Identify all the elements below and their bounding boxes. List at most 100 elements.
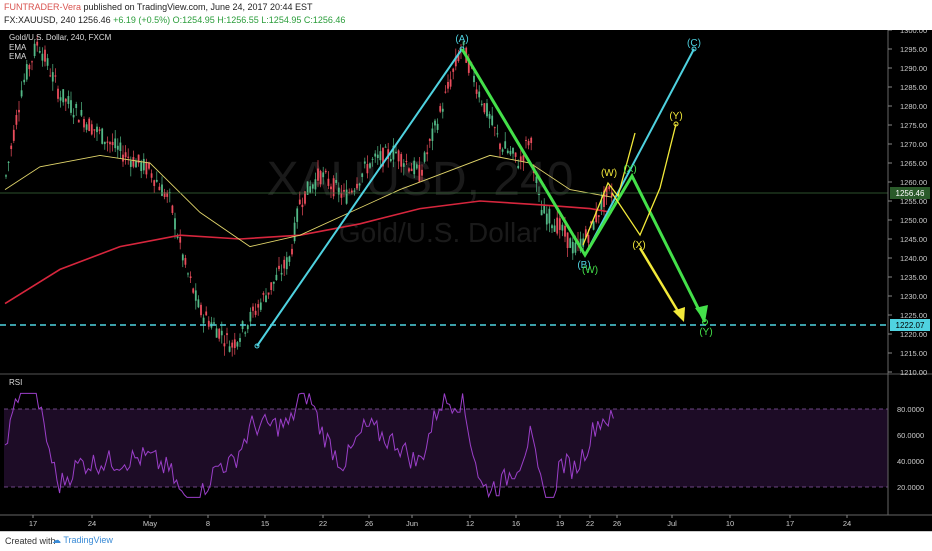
- wave-label-b[interactable]: (B): [577, 260, 590, 271]
- time-tick-label: May: [143, 519, 157, 528]
- high-value: H:1256.55: [217, 15, 259, 25]
- last-price: 1256.46: [78, 15, 111, 25]
- wave-cyan-c[interactable]: [584, 48, 695, 256]
- time-tick-label: 15: [261, 519, 269, 528]
- arrow-head-green: [695, 305, 708, 322]
- ema-slow-line: [4, 200, 613, 305]
- publish-info: published on TradingView.com, June 24, 2…: [83, 2, 313, 12]
- watermark-name: Gold/U.S. Dollar: [339, 217, 541, 248]
- price-tick-label: 1295.00: [900, 45, 927, 54]
- anchor-point[interactable]: [691, 46, 697, 52]
- price-tick-label: 1225.00: [900, 311, 927, 320]
- price-tick-label: 1265.00: [900, 159, 927, 168]
- time-tick-label: 26: [613, 519, 621, 528]
- last-price-tag-text: 1256.46: [896, 189, 925, 198]
- support-price-tag: [890, 319, 930, 331]
- wave-label-y-green[interactable]: (Y): [699, 327, 712, 338]
- legend-ema-1[interactable]: EMA: [9, 43, 27, 52]
- cyan-waves[interactable]: [256, 48, 695, 347]
- publish-line: FUNTRADER-Vera published on TradingView.…: [4, 2, 313, 12]
- tradingview-logo-text: TradingView: [63, 535, 113, 545]
- rsi-tick-label: 40.0000: [897, 457, 924, 466]
- anchor-point[interactable]: [254, 343, 260, 349]
- anchor-point[interactable]: [702, 319, 708, 325]
- price-tick-label: 1290.00: [900, 64, 927, 73]
- legend-instrument[interactable]: Gold/U.S. Dollar, 240, FXCM: [9, 33, 112, 42]
- green-waves[interactable]: [460, 48, 707, 323]
- created-with-text: Created with: [5, 536, 56, 546]
- legend-rsi[interactable]: RSI: [9, 378, 23, 387]
- price-tick-label: 1260.00: [900, 178, 927, 187]
- time-tick-label: 16: [512, 519, 520, 528]
- rsi-tick-label: 60.0000: [897, 431, 924, 440]
- time-tick-label: 8: [206, 519, 210, 528]
- low-value: L:1254.95: [261, 15, 302, 25]
- price-tick-label: 1285.00: [900, 83, 927, 92]
- quote-line: FX:XAUUSD, 240 1256.46 +6.19 (+0.5%) O:1…: [4, 15, 345, 25]
- time-axis[interactable]: 17 24 May 8 15 22 26 Jun 12 16 19 22 26 Jul 10 17 24: [29, 515, 851, 528]
- time-tick-label: 19: [556, 519, 564, 528]
- rsi-tick-label: 20.0000: [897, 483, 924, 492]
- price-tick-label: 1220.00: [900, 330, 927, 339]
- price-change: +6.19 (+0.5%): [113, 15, 171, 25]
- wave-yellow-arrow[interactable]: [638, 247, 684, 319]
- rsi-tick-label: 80.0000: [897, 405, 924, 414]
- time-tick-label: 22: [319, 519, 327, 528]
- ema-fast-line: [4, 154, 613, 248]
- wave-label-a[interactable]: (A): [455, 34, 468, 45]
- time-tick-label: Jun: [406, 519, 418, 528]
- last-price-tag: [890, 187, 930, 199]
- tradingview-logo[interactable]: ☁ TradingView: [52, 535, 113, 546]
- price-tick-label: 1245.00: [900, 235, 927, 244]
- yellow-arrow[interactable]: [638, 247, 684, 319]
- wave-label-y-yellow[interactable]: (Y): [669, 111, 682, 122]
- legend-ema-2[interactable]: EMA: [9, 52, 27, 61]
- time-tick-label: Jul: [667, 519, 677, 528]
- chart-header: FUNTRADER-Vera published on TradingView.…: [0, 0, 932, 30]
- price-tick-label: 1240.00: [900, 254, 927, 263]
- price-axis[interactable]: 1300.00 1295.00 1290.00 1285.00 1280.00 1275.…: [888, 30, 927, 377]
- price-tick-label: 1270.00: [900, 140, 927, 149]
- cloud-icon: ☁: [52, 535, 61, 545]
- price-tick-label: 1280.00: [900, 102, 927, 111]
- price-tick-label: 1235.00: [900, 273, 927, 282]
- time-tick-label: 10: [726, 519, 734, 528]
- time-tick-label: 26: [365, 519, 373, 528]
- price-tick-label: 1250.00: [900, 216, 927, 225]
- rsi-axis[interactable]: 80.0000 60.0000 40.0000 20.0000: [897, 405, 924, 492]
- price-tick-label: 1255.00: [900, 197, 927, 206]
- price-tick-label: 1300.00: [900, 30, 927, 35]
- wave-label-x-yellow[interactable]: (X): [632, 240, 645, 251]
- price-chart[interactable]: XAUUSD, 240 Gold/U.S. Dollar (A) (C) (B)…: [0, 30, 932, 531]
- ema-lines: [4, 154, 613, 305]
- time-tick-label: 22: [586, 519, 594, 528]
- wave-label-c[interactable]: (C): [687, 38, 701, 49]
- time-tick-label: 12: [466, 519, 474, 528]
- support-price-tag-text: 1222.07: [896, 321, 925, 330]
- price-tick-label: 1215.00: [900, 349, 927, 358]
- time-tick-label: 17: [29, 519, 37, 528]
- symbol-label: FX:XAUUSD, 240: [4, 15, 76, 25]
- price-tick-label: 1210.00: [900, 368, 927, 377]
- price-tick-label: 1275.00: [900, 121, 927, 130]
- author-link[interactable]: FUNTRADER-Vera: [4, 2, 82, 12]
- time-tick-label: 24: [88, 519, 96, 528]
- rsi-line: [4, 392, 614, 499]
- time-tick-label: 24: [843, 519, 851, 528]
- wave-green-path[interactable]: [460, 48, 707, 323]
- anchor-point[interactable]: [673, 121, 679, 127]
- wave-label-x-green[interactable]: (X): [623, 164, 636, 175]
- price-tick-label: 1230.00: [900, 292, 927, 301]
- rsi-band: [4, 409, 888, 487]
- open-value: O:1254.95: [172, 15, 215, 25]
- wave-cyan-a[interactable]: [256, 48, 463, 347]
- time-tick-label: 17: [786, 519, 794, 528]
- wave-label-w-top[interactable]: (W): [601, 168, 617, 179]
- close-value: C:1256.46: [303, 15, 346, 25]
- wave-label-w-bottom[interactable]: (W): [582, 265, 598, 276]
- arrow-head-yellow: [673, 307, 685, 322]
- wave-yellow-w[interactable]: [582, 132, 636, 246]
- yellow-waves[interactable]: [582, 123, 677, 246]
- footer: Created with ☁ TradingView: [0, 531, 932, 551]
- wave-yellow-y[interactable]: [611, 123, 677, 237]
